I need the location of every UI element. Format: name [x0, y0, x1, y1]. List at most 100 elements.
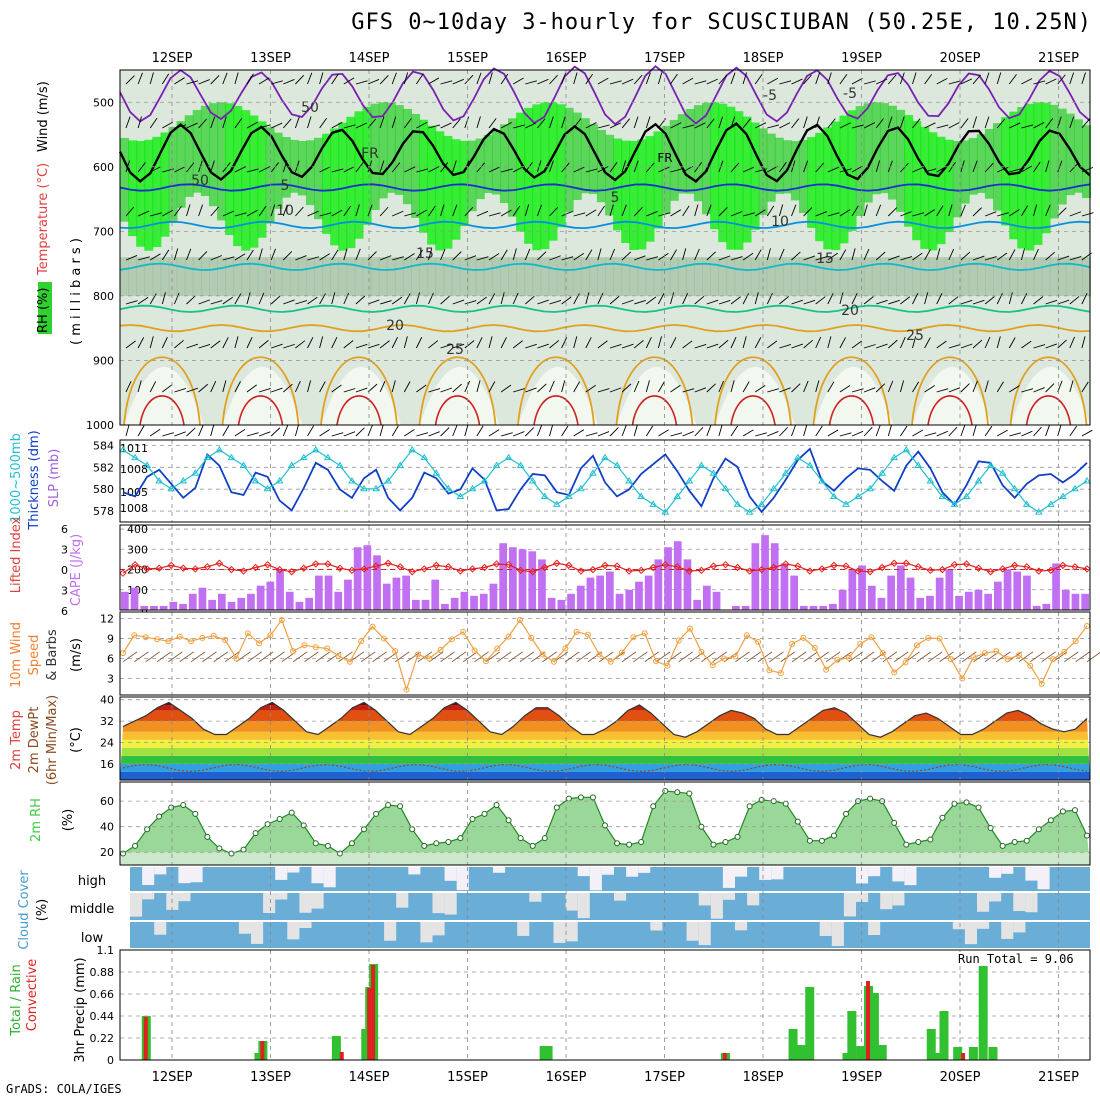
rh-band — [378, 102, 388, 199]
wind-barb — [525, 122, 537, 129]
pressure-tick: 500 — [93, 96, 114, 109]
rh-band-low — [184, 257, 194, 296]
day-label-top: 16SEP — [546, 51, 587, 66]
cloud-clear-cell — [989, 893, 1002, 902]
precip-tick: 0.22 — [90, 1032, 115, 1045]
wind-barb — [839, 337, 846, 349]
wind-barb — [899, 336, 906, 349]
wind-speed-marker — [505, 633, 512, 640]
rh-band — [435, 131, 445, 251]
lifted-marker — [360, 565, 368, 573]
temp2m-line — [122, 701, 1088, 738]
rh-band — [887, 105, 897, 200]
rh-band — [1041, 102, 1051, 234]
wind-barb — [972, 255, 985, 261]
precip-tick: 0 — [107, 1054, 114, 1067]
wind-barb — [319, 336, 324, 349]
wind-barb — [512, 340, 523, 349]
wind-speed-marker — [947, 656, 954, 663]
thickness-tick: 580 — [93, 483, 114, 496]
rh-band-low — [645, 257, 655, 296]
wind-barb — [646, 256, 658, 261]
rh-band-low — [629, 257, 639, 296]
rh2m-marker — [650, 803, 657, 810]
rh-band — [419, 119, 429, 233]
wind-barb — [512, 166, 525, 173]
thick-frame — [119, 439, 1091, 523]
wind-barb — [863, 122, 876, 129]
lifted-marker — [842, 562, 850, 570]
cape-bar — [887, 575, 895, 610]
rh-band — [815, 132, 825, 242]
cloud-clear-cell — [638, 867, 651, 873]
wind-speed-marker — [981, 650, 988, 657]
wind-barb — [960, 383, 970, 393]
wind-barb — [948, 80, 961, 85]
temp-arch-25 — [418, 356, 497, 426]
rh-band-low — [411, 257, 421, 296]
precip-total-label: Total / Rain — [9, 964, 24, 1037]
rh2m-marker — [782, 800, 789, 807]
wind-barb — [706, 383, 716, 393]
rh-band-low — [289, 257, 299, 296]
wind-speed-marker — [913, 642, 920, 649]
wind-barb — [258, 292, 265, 305]
wind-barb — [597, 77, 609, 85]
wind-barb — [222, 72, 228, 85]
wind10-barb — [1041, 651, 1056, 663]
rh-band — [766, 133, 776, 202]
wind10-barb — [803, 651, 818, 663]
rh-band — [976, 134, 986, 193]
wind-barb — [996, 429, 1008, 437]
wind-barb — [633, 424, 638, 437]
wind10-barb — [406, 651, 421, 663]
wind-barb — [694, 344, 707, 349]
day-label-top: 20SEP — [940, 51, 981, 66]
contour-label: 15 — [416, 246, 434, 262]
wind-barb — [1009, 209, 1020, 217]
rh-band-low — [152, 257, 162, 296]
wind-barb — [513, 388, 525, 393]
wind-barb — [585, 292, 590, 305]
rh-band — [257, 121, 267, 238]
wind-speed-marker — [278, 616, 285, 623]
wind-barb — [924, 209, 935, 217]
wind-speed-marker — [301, 642, 308, 649]
wind-barb — [149, 117, 158, 129]
slp-marker — [601, 453, 609, 461]
rh-band-low — [653, 257, 663, 296]
wind-barb — [561, 210, 573, 217]
slp-line — [122, 449, 1088, 513]
day-label-bottom: 13SEP — [250, 1070, 291, 1085]
rh2m-marker — [457, 835, 464, 842]
wind-barb — [730, 211, 743, 217]
wind-barb — [791, 299, 804, 305]
wind-barb — [936, 430, 948, 437]
wind-barb — [331, 209, 343, 217]
wind-barb — [416, 249, 424, 261]
cloud-clear-cell — [710, 893, 723, 919]
wind-barb — [730, 162, 740, 173]
lifted-marker — [1071, 563, 1079, 571]
lifted-marker — [444, 563, 453, 571]
wind-barb — [464, 424, 469, 437]
wind-barb — [658, 252, 669, 261]
lifted-tick: 6 — [61, 523, 68, 536]
day-label-bottom: 12SEP — [152, 1070, 193, 1085]
lifted-marker — [673, 563, 682, 571]
wind-barb — [476, 337, 483, 349]
rh-band-low — [540, 257, 550, 296]
wind-barb — [609, 162, 618, 173]
wind-barb — [464, 380, 471, 393]
rh-band-low — [710, 257, 720, 296]
rh-band-low — [475, 257, 485, 296]
wind-barb — [246, 209, 258, 217]
lifted-marker — [191, 565, 200, 573]
precip-conv-bar — [260, 1041, 265, 1060]
wind-speed-marker — [131, 632, 138, 639]
wind-barb — [1045, 251, 1055, 261]
wind-barb — [730, 425, 738, 437]
rh2m-marker — [168, 804, 175, 811]
wind-barb — [512, 292, 519, 305]
wind-barb — [234, 253, 246, 261]
